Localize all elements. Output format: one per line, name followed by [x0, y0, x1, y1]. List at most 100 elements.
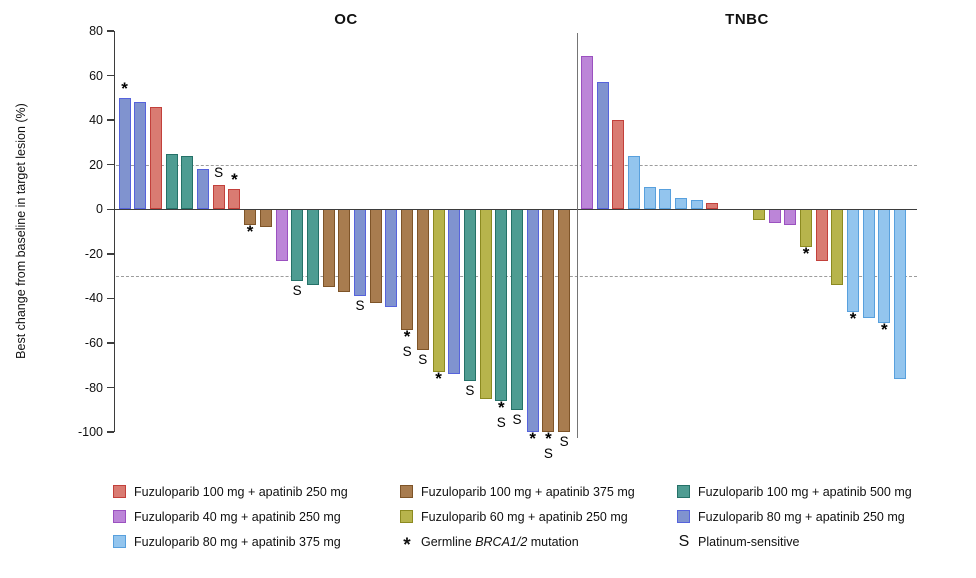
legend-swatch — [400, 510, 413, 523]
bar — [118, 97, 131, 210]
bar — [511, 209, 523, 410]
y-tick — [107, 74, 114, 77]
legend-label: Fuzuloparib 60 mg + apatinib 250 mg — [421, 509, 628, 524]
brca-marker: * — [121, 78, 128, 98]
bar — [134, 102, 147, 210]
y-tick — [107, 30, 114, 32]
platinum-marker: S — [214, 164, 224, 180]
bar — [149, 106, 162, 210]
legend-item: Fuzuloparib 100 mg + apatinib 375 mg — [400, 484, 677, 499]
bar — [165, 153, 178, 210]
bar — [831, 209, 844, 286]
legend-item: S Platinum-sensitive — [677, 533, 912, 550]
bar — [847, 209, 860, 312]
bar — [581, 55, 593, 210]
bar — [768, 209, 781, 223]
legend-item: Fuzuloparib 60 mg + apatinib 250 mg — [400, 509, 677, 524]
legend-item: Fuzuloparib 100 mg + apatinib 250 mg — [113, 484, 400, 499]
bar — [401, 209, 414, 330]
bar — [878, 209, 891, 323]
legend: Fuzuloparib 100 mg + apatinib 250 mg Fuzu… — [113, 484, 912, 559]
bar — [463, 209, 476, 381]
legend-swatch — [113, 510, 126, 523]
panel-title-oc: OC — [334, 11, 358, 28]
legend-label: Fuzuloparib 40 mg + apatinib 250 mg — [134, 509, 341, 524]
brca-marker: * — [802, 244, 810, 264]
platinum-marker: S — [559, 434, 569, 450]
legend-item: Fuzuloparib 40 mg + apatinib 250 mg — [113, 509, 400, 524]
y-axis-line — [113, 31, 115, 432]
y-tick — [107, 119, 114, 121]
legend-label: Fuzuloparib 100 mg + apatinib 250 mg — [134, 484, 348, 499]
legend-column: Fuzuloparib 100 mg + apatinib 500 mg Fuzu… — [677, 484, 912, 559]
bar — [354, 209, 366, 297]
bar — [385, 209, 398, 308]
bar — [479, 209, 492, 399]
bar — [784, 209, 797, 225]
y-tick — [107, 163, 114, 166]
y-tick-label: 60 — [89, 68, 103, 83]
bar — [369, 209, 382, 303]
legend-label: Germline BRCA1/2 mutation — [421, 534, 579, 549]
legend-column: Fuzuloparib 100 mg + apatinib 375 mg Fuzu… — [400, 484, 677, 559]
bar — [643, 187, 656, 210]
y-tick — [107, 297, 114, 300]
y-tick-label: -40 — [84, 291, 103, 306]
y-tick-label: 20 — [89, 157, 103, 172]
legend-item: Fuzuloparib 100 mg + apatinib 500 mg — [677, 484, 912, 499]
bar — [894, 209, 906, 379]
legend-item: Fuzuloparib 80 mg + apatinib 250 mg — [677, 509, 912, 524]
legend-label: Platinum-sensitive — [698, 534, 800, 549]
platinum-s-icon: S — [678, 533, 690, 550]
legend-label: Fuzuloparib 100 mg + apatinib 375 mg — [421, 484, 635, 499]
y-tick-label: -80 — [84, 380, 103, 395]
bar — [542, 209, 555, 433]
bar — [212, 184, 225, 210]
legend-item: Fuzuloparib 80 mg + apatinib 375 mg — [113, 534, 400, 549]
legend-swatch — [113, 535, 126, 548]
legend-swatch — [677, 510, 690, 523]
legend-swatch — [113, 485, 126, 498]
platinum-marker: S — [543, 446, 553, 462]
bar — [558, 209, 571, 433]
bar — [612, 120, 625, 210]
bar — [627, 155, 640, 210]
y-tick-label: -100 — [77, 425, 103, 440]
legend-label: Fuzuloparib 80 mg + apatinib 375 mg — [134, 534, 341, 549]
y-tick-label: -60 — [84, 335, 103, 350]
legend-column: Fuzuloparib 100 mg + apatinib 250 mg Fuzu… — [113, 484, 400, 559]
y-tick-label: -20 — [84, 246, 103, 261]
bar — [197, 169, 209, 210]
brca-marker: * — [529, 429, 536, 449]
panel-divider — [577, 33, 579, 438]
panel-title-tnbc: TNBC — [725, 11, 769, 28]
platinum-marker: S — [465, 382, 475, 398]
brca-marker: * — [231, 170, 238, 190]
brca-asterisk-icon: * — [403, 534, 411, 556]
y-tick-label: 80 — [89, 24, 103, 39]
bar — [181, 155, 194, 210]
y-axis-label: Best change from baseline in target lesi… — [14, 103, 28, 359]
bar — [275, 209, 288, 261]
bar — [432, 209, 445, 372]
brca-marker: * — [435, 368, 442, 388]
bar — [753, 209, 766, 221]
brca-marker: * — [881, 319, 888, 339]
brca-marker: * — [497, 397, 505, 417]
bar — [659, 189, 672, 210]
zero-line — [115, 208, 917, 211]
bar — [800, 209, 813, 248]
bar — [416, 209, 429, 350]
brca-marker: * — [246, 221, 254, 241]
platinum-marker: S — [355, 298, 365, 314]
bar — [495, 209, 508, 401]
bar — [259, 209, 272, 228]
bar — [322, 209, 335, 288]
legend-item: * Germline BRCA1/2 mutation — [400, 534, 677, 556]
y-tick — [107, 342, 114, 344]
legend-swatch — [677, 485, 690, 498]
legend-label: Fuzuloparib 80 mg + apatinib 250 mg — [698, 509, 905, 524]
legend-label: Fuzuloparib 100 mg + apatinib 500 mg — [698, 484, 912, 499]
